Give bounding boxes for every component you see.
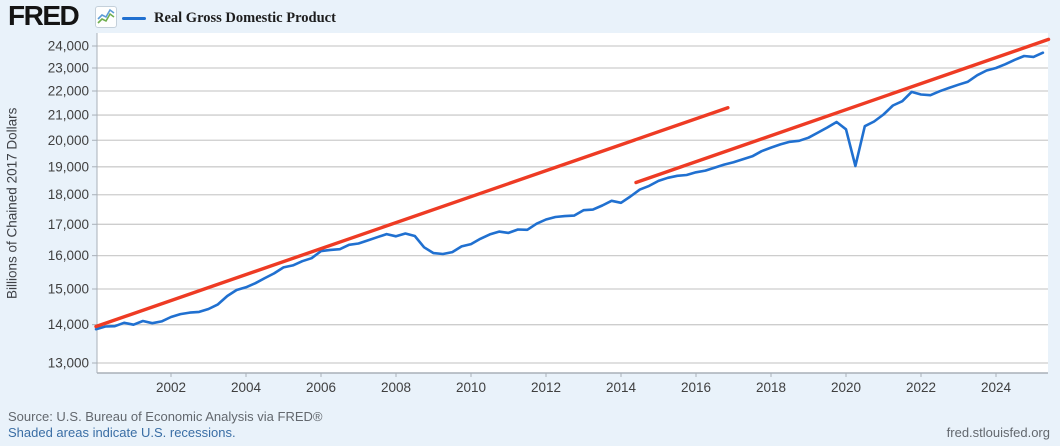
y-tick-label: 13,000 <box>48 356 89 371</box>
y-tick-label: 17,000 <box>48 217 89 232</box>
legend: Real Gross Domestic Product <box>122 9 336 27</box>
y-tick-label: 14,000 <box>48 317 89 332</box>
x-tick-label: 2024 <box>981 380 1012 395</box>
y-tick-label: 20,000 <box>48 133 89 148</box>
legend-line-swatch <box>122 16 146 20</box>
fred-sparkline-icon <box>95 6 117 28</box>
x-tick-label: 2020 <box>831 380 861 395</box>
x-tick-label: 2012 <box>531 380 561 395</box>
y-tick-label: 16,000 <box>48 248 89 263</box>
x-tick-label: 2006 <box>306 380 336 395</box>
y-tick-label: 18,000 <box>48 187 89 202</box>
x-tick-label: 2016 <box>681 380 711 395</box>
gdp-series-line <box>94 51 1045 331</box>
plot-area <box>97 33 1048 373</box>
y-tick-label: 15,000 <box>48 282 89 297</box>
fred-logo[interactable]: FRED <box>8 0 80 31</box>
x-tick-label: 2008 <box>381 380 411 395</box>
y-tick-label: 23,000 <box>48 61 89 76</box>
x-tick-label: 2018 <box>756 380 786 395</box>
legend-series-label[interactable]: Real Gross Domestic Product <box>154 9 336 26</box>
trend-line <box>94 106 730 329</box>
x-tick-label: 2022 <box>906 380 936 395</box>
trend-line <box>634 37 1051 185</box>
y-tick-label: 19,000 <box>48 159 89 174</box>
x-tick-label: 2004 <box>231 380 262 395</box>
x-tick-label: 2014 <box>606 380 637 395</box>
recessions-note-link[interactable]: Shaded areas indicate U.S. recessions. <box>8 425 236 440</box>
source-attribution: Source: U.S. Bureau of Economic Analysis… <box>8 409 323 424</box>
y-tick-label: 22,000 <box>48 83 89 98</box>
y-tick-label: 21,000 <box>48 108 89 123</box>
fred-site-link[interactable]: fred.stlouisfed.org <box>946 425 1050 440</box>
x-tick-label: 2002 <box>156 380 186 395</box>
x-tick-label: 2010 <box>456 380 486 395</box>
y-tick-label: 24,000 <box>48 39 89 54</box>
